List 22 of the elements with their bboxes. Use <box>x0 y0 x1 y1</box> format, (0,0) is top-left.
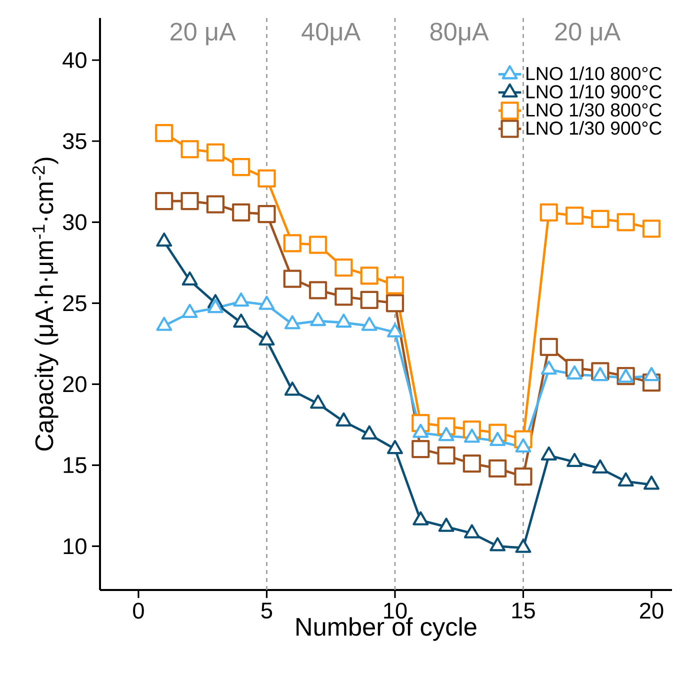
y-tick-label: 30 <box>62 214 86 230</box>
legend-label: LNO 1/10 900°C <box>526 84 662 98</box>
x-tick-label: 20 <box>640 602 664 619</box>
legend-label: LNO 1/10 800°C <box>526 66 662 80</box>
annotation: 20 μA <box>170 22 236 46</box>
annotation: 40μA <box>302 22 361 46</box>
y-tick-label: 10 <box>64 538 86 554</box>
y-tick-label: 20 <box>63 376 86 392</box>
x-tick-label: 15 <box>512 602 535 619</box>
x-tick-label: 10 <box>384 602 407 619</box>
y-tick-label: 40 <box>62 52 86 68</box>
x-axis-title: Number of cycle <box>296 617 476 641</box>
legend-label: LNO 1/30 800°C <box>526 102 662 117</box>
y-tick-label: 25 <box>63 295 86 312</box>
y-axis-title: Capacity (μA·h·μm$^{-1}$·cm$^{-2}$) <box>32 158 58 451</box>
annotation: 80μA <box>430 22 489 46</box>
y-tick-label: 35 <box>62 133 86 150</box>
annotation: 20 μA <box>555 22 621 46</box>
x-tick-label: 5 <box>261 602 272 619</box>
x-tick-label: 0 <box>133 602 144 619</box>
y-tick-label: 15 <box>64 457 86 474</box>
legend-label: LNO 1/30 900°C <box>526 121 662 135</box>
